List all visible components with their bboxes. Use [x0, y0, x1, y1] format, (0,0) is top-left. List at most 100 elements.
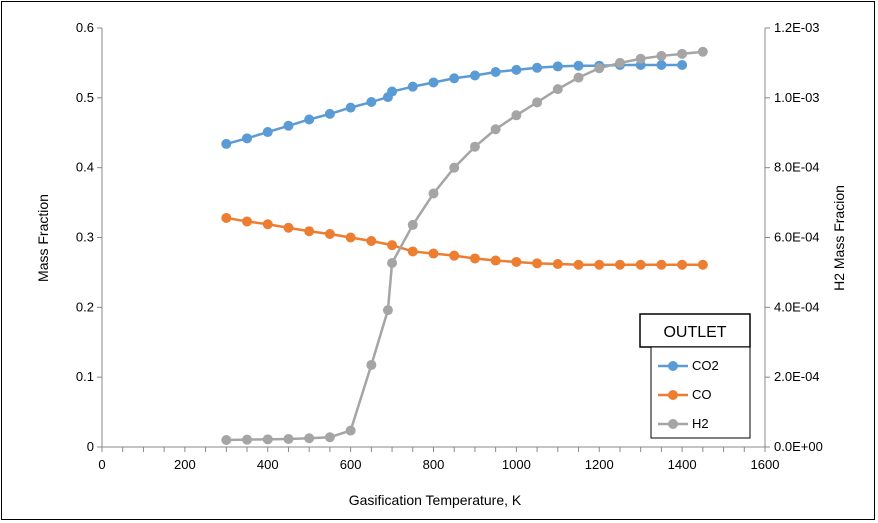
data-point-co [324, 229, 335, 240]
data-point-co2 [677, 60, 688, 71]
data-point-co2 [469, 70, 480, 81]
data-point-co [635, 259, 646, 270]
data-point-h2 [511, 110, 522, 121]
y-tick-label: 0.5 [76, 90, 94, 105]
data-point-co [242, 216, 253, 227]
legend-title-box [639, 313, 751, 348]
legend-label-co: CO [692, 387, 712, 402]
data-point-h2 [532, 97, 543, 108]
data-point-co2 [490, 66, 501, 77]
data-point-co2 [511, 64, 522, 75]
data-point-h2 [387, 257, 398, 268]
y-tick-label: 0.2 [76, 299, 94, 314]
legend-label-h2: H2 [692, 416, 709, 431]
data-point-h2 [262, 434, 273, 445]
data-point-co [283, 222, 294, 233]
series-line-h2 [226, 50, 703, 442]
data-point-co [304, 226, 315, 237]
data-point-co2 [283, 120, 294, 131]
x-axis-title: Gasification Temperature, K [349, 492, 522, 508]
y-tick-label: 0.3 [76, 230, 94, 245]
data-point-co [428, 248, 439, 259]
data-point-co [552, 259, 563, 270]
data-point-h2 [283, 433, 294, 444]
data-point-co2 [262, 127, 273, 138]
legend: OUTLET CO2 CO H2 [639, 313, 751, 439]
data-point-h2 [324, 432, 335, 443]
data-point-co2 [387, 86, 398, 97]
data-point-co2 [242, 133, 253, 144]
data-point-co2 [221, 138, 232, 149]
x-tick-label: 0 [98, 457, 105, 472]
data-point-co [594, 259, 605, 270]
data-point-co2 [304, 114, 315, 125]
legend-items: CO2 CO H2 [658, 358, 719, 431]
data-point-h2 [449, 162, 460, 173]
data-point-h2 [614, 57, 625, 68]
series-line-co [226, 216, 703, 266]
data-point-co [656, 259, 667, 270]
x-tick-label: 1200 [585, 457, 614, 472]
y2-tick-label: 1.2E-03 [774, 20, 820, 35]
legend-marker-co2 [668, 361, 678, 371]
data-point-co2 [656, 60, 667, 71]
data-point-co [449, 250, 460, 261]
y2-tick-label: 6.0E-04 [774, 230, 820, 245]
y2-axis-title: H2 Mass Fracion [831, 185, 847, 291]
y2-tick-label: 1.0E-03 [774, 90, 820, 105]
data-point-h2 [304, 433, 315, 444]
data-point-h2 [656, 50, 667, 61]
data-point-co [677, 259, 688, 270]
data-point-h2 [697, 46, 708, 57]
data-point-h2 [242, 434, 253, 445]
x-tick-label: 400 [257, 457, 279, 472]
y-tick-label: 0.6 [76, 20, 94, 35]
x-tick-label: 1000 [502, 457, 531, 472]
y2-tick-label: 0.0E+00 [774, 439, 823, 454]
data-point-h2 [573, 72, 584, 83]
data-point-co [573, 259, 584, 270]
data-point-co2 [407, 81, 418, 92]
data-point-co [469, 253, 480, 264]
data-point-co [697, 259, 708, 270]
data-point-co2 [324, 108, 335, 119]
data-point-h2 [382, 305, 393, 316]
data-point-co2 [532, 62, 543, 73]
legend-marker-co [668, 390, 678, 400]
axes-group: 0 0.1 0.2 0.3 0.4 0.5 0.6 0.0E+00 2.0E-04 4.0E-04… [76, 20, 823, 472]
data-point-h2 [428, 188, 439, 199]
data-point-h2 [407, 219, 418, 230]
x-tick-label: 600 [340, 457, 362, 472]
y2-tick-label: 4.0E-04 [774, 299, 820, 314]
data-point-co2 [345, 102, 356, 113]
x-tick-label: 200 [174, 457, 196, 472]
y-tick-label: 0 [87, 439, 94, 454]
data-point-co [221, 212, 232, 223]
data-point-co [387, 240, 398, 251]
data-point-co [614, 259, 625, 270]
x-tick-label: 800 [423, 457, 445, 472]
x-tick-label: 1600 [751, 457, 780, 472]
data-point-h2 [677, 48, 688, 59]
y2-tick-label: 2.0E-04 [774, 369, 820, 384]
data-point-co [511, 256, 522, 267]
data-point-co [532, 258, 543, 269]
data-point-co [345, 232, 356, 243]
data-point-co2 [366, 97, 377, 108]
series-layer [221, 46, 708, 446]
legend-label-co2: CO2 [692, 358, 719, 373]
data-point-co [366, 235, 377, 246]
data-point-co [490, 255, 501, 266]
data-point-h2 [552, 84, 563, 95]
data-point-co [407, 246, 418, 257]
data-point-co2 [552, 61, 563, 72]
data-point-co2 [573, 60, 584, 71]
y2-tick-label: 8.0E-04 [774, 160, 820, 175]
data-point-h2 [366, 359, 377, 370]
data-point-h2 [469, 141, 480, 152]
data-point-h2 [635, 53, 646, 64]
y-tick-label: 0.4 [76, 160, 94, 175]
y-axis-title: Mass Fraction [35, 194, 51, 282]
data-point-h2 [345, 425, 356, 436]
